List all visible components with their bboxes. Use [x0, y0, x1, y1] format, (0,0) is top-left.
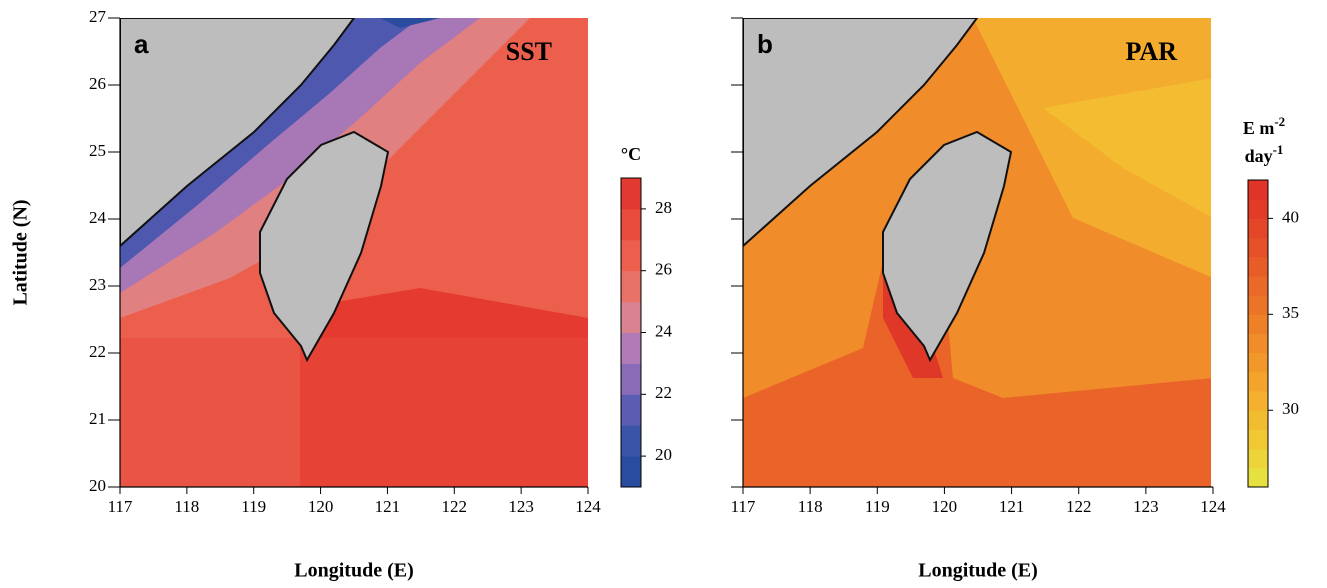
colorbar-band: [1248, 314, 1268, 334]
colorbar-band: [621, 239, 641, 272]
colorbar-label-text: E m: [1243, 118, 1275, 138]
colorbar-band: [621, 394, 641, 426]
y-tick-label: 23: [89, 275, 106, 294]
x-tick-label: 123: [1133, 497, 1159, 516]
colorbar-band: [1248, 391, 1268, 411]
par-map: [743, 18, 1211, 487]
colorbar-tick-label: 40: [1282, 207, 1299, 226]
y-tick-label: 25: [89, 141, 106, 160]
x-tick-label: 120: [932, 497, 958, 516]
colorbar-band: [1248, 275, 1268, 296]
x-tick-label: 117: [731, 497, 756, 516]
colorbar-tick-label: 35: [1282, 303, 1299, 322]
colorbar-band: [1248, 237, 1268, 258]
colorbar-band: [621, 208, 641, 241]
x-tick-label: 121: [375, 497, 401, 516]
x-axis-label: Longitude (E): [294, 560, 413, 582]
colorbar-label: °C: [621, 144, 641, 164]
y-tick-label: 24: [89, 208, 107, 227]
sst-map: [120, 18, 588, 487]
colorbar-label-sup: -2: [1274, 114, 1285, 129]
y-axis-label: Latitude (N): [10, 199, 32, 305]
colorbar-frame: [1247, 179, 1269, 488]
colorbar-band: [1248, 467, 1268, 488]
colorbar-band: [1248, 218, 1268, 239]
colorbar-band: [1248, 333, 1268, 354]
x-tick-label: 117: [108, 497, 133, 516]
colorbar-band: [621, 456, 641, 488]
colorbar-band: [621, 363, 641, 395]
colorbar-label-sup: -1: [1273, 142, 1284, 157]
panel-label: b: [757, 29, 773, 59]
colorbar-band: [1248, 199, 1268, 219]
colorbar-tick-label: 24: [655, 321, 673, 340]
colorbar-tick-label: 20: [655, 445, 672, 464]
colorbar-tick-label: 26: [655, 260, 672, 279]
x-axis-label: Longitude (E): [918, 560, 1037, 582]
x-tick-label: 123: [508, 497, 534, 516]
colorbar-label-text: day: [1245, 146, 1273, 166]
colorbar-band: [621, 270, 641, 303]
colorbar-tick-label: 22: [655, 383, 672, 402]
x-tick-label: 121: [999, 497, 1025, 516]
panel-label: a: [134, 29, 149, 59]
panel-title: SST: [506, 37, 552, 66]
y-tick-label: 20: [89, 476, 106, 495]
colorbar-label: E m-2: [1243, 114, 1285, 138]
y-tick-label: 27: [89, 7, 107, 26]
x-tick-label: 124: [575, 497, 601, 516]
y-tick-label: 26: [89, 74, 106, 93]
colorbar-band: [1248, 180, 1268, 200]
colorbar-band: [621, 332, 641, 364]
x-tick-label: 122: [442, 497, 468, 516]
colorbar-tick-label: 30: [1282, 399, 1299, 418]
y-tick-label: 21: [89, 409, 106, 428]
colorbar-label-text: °C: [621, 144, 641, 164]
colorbar-band: [621, 425, 641, 457]
colorbar-band: [1248, 371, 1268, 392]
y-tick-label: 22: [89, 342, 106, 361]
colorbar-label: day-1: [1245, 142, 1284, 166]
x-tick-label: 118: [798, 497, 823, 516]
colorbar-band: [1248, 410, 1268, 430]
colorbar-band: [1248, 352, 1268, 373]
colorbar-band: [1248, 256, 1268, 277]
x-tick-label: 124: [1200, 497, 1226, 516]
colorbar-band: [621, 301, 641, 333]
colorbar-band: [1248, 429, 1268, 450]
colorbar-band: [621, 178, 641, 210]
x-tick-label: 118: [174, 497, 199, 516]
x-tick-label: 122: [1066, 497, 1092, 516]
panel-title: PAR: [1125, 37, 1177, 66]
colorbar-band: [1248, 448, 1268, 469]
x-tick-label: 119: [241, 497, 266, 516]
x-tick-label: 120: [308, 497, 334, 516]
colorbar-tick-label: 28: [655, 198, 672, 217]
colorbar-band: [1248, 295, 1268, 315]
x-tick-label: 119: [865, 497, 890, 516]
